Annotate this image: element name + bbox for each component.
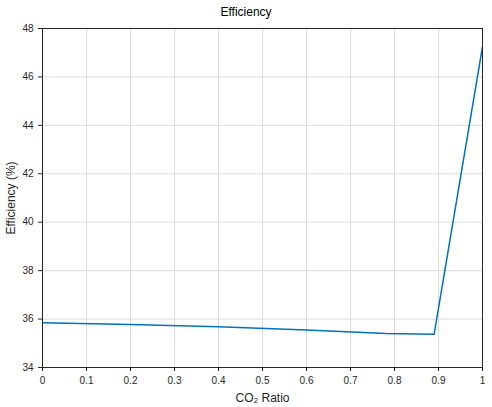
svg-text:0: 0 — [40, 375, 46, 386]
svg-text:0.5: 0.5 — [256, 375, 270, 386]
svg-text:0.3: 0.3 — [168, 375, 182, 386]
svg-text:0.2: 0.2 — [124, 375, 138, 386]
svg-text:0.6: 0.6 — [300, 375, 314, 386]
svg-text:38: 38 — [22, 265, 34, 276]
svg-text:44: 44 — [22, 120, 34, 131]
svg-text:0.8: 0.8 — [388, 375, 402, 386]
svg-text:1: 1 — [480, 375, 486, 386]
svg-text:48: 48 — [22, 23, 34, 34]
svg-text:0.1: 0.1 — [80, 375, 94, 386]
svg-text:0.9: 0.9 — [432, 375, 446, 386]
svg-text:0.7: 0.7 — [344, 375, 358, 386]
svg-text:Efficiency (%): Efficiency (%) — [4, 161, 18, 234]
svg-text:CO₂ Ratio: CO₂ Ratio — [235, 391, 289, 405]
svg-text:34: 34 — [22, 362, 34, 373]
svg-text:42: 42 — [22, 168, 34, 179]
svg-text:36: 36 — [22, 313, 34, 324]
svg-text:46: 46 — [22, 71, 34, 82]
svg-text:0.4: 0.4 — [212, 375, 226, 386]
html-text:Efficiency: Efficiency — [220, 5, 272, 19]
svg-text:40: 40 — [22, 216, 34, 227]
